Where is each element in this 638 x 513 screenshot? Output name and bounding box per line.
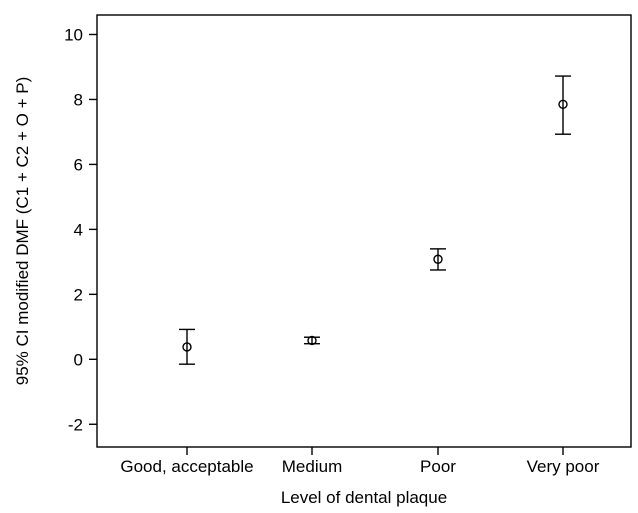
y-tick-label: 2 <box>74 285 83 304</box>
y-tick-label: 8 <box>74 90 83 109</box>
y-tick-label: 4 <box>74 220 83 239</box>
mean-point <box>182 342 192 352</box>
x-axis-title: Level of dental plaque <box>281 488 447 507</box>
mean-point <box>558 99 568 110</box>
data-marks <box>179 75 571 365</box>
error-bar-group <box>555 75 571 135</box>
mean-point <box>433 254 443 264</box>
y-axis-title: 95% CI modified DMF (C1 + C2 + O + P) <box>13 77 32 385</box>
x-tick-label: Very poor <box>527 457 600 476</box>
y-tick-label: -2 <box>68 415 83 434</box>
x-tick-label: Poor <box>420 457 456 476</box>
plot-frame <box>96 14 632 448</box>
error-bar-group <box>304 335 320 346</box>
error-bar-group <box>179 328 195 365</box>
x-tick-label: Medium <box>282 457 342 476</box>
mean-point <box>307 335 317 346</box>
y-axis-ticks: -2 0 2 4 6 8 10 <box>64 25 97 434</box>
x-tick-label: Good, acceptable <box>120 457 253 476</box>
x-axis-ticks: Good, acceptable Medium Poor Very poor <box>120 447 600 476</box>
y-tick-label: 0 <box>74 350 83 369</box>
error-bar-group <box>430 248 446 271</box>
y-tick-label: 10 <box>64 25 83 44</box>
y-tick-label: 6 <box>74 155 83 174</box>
